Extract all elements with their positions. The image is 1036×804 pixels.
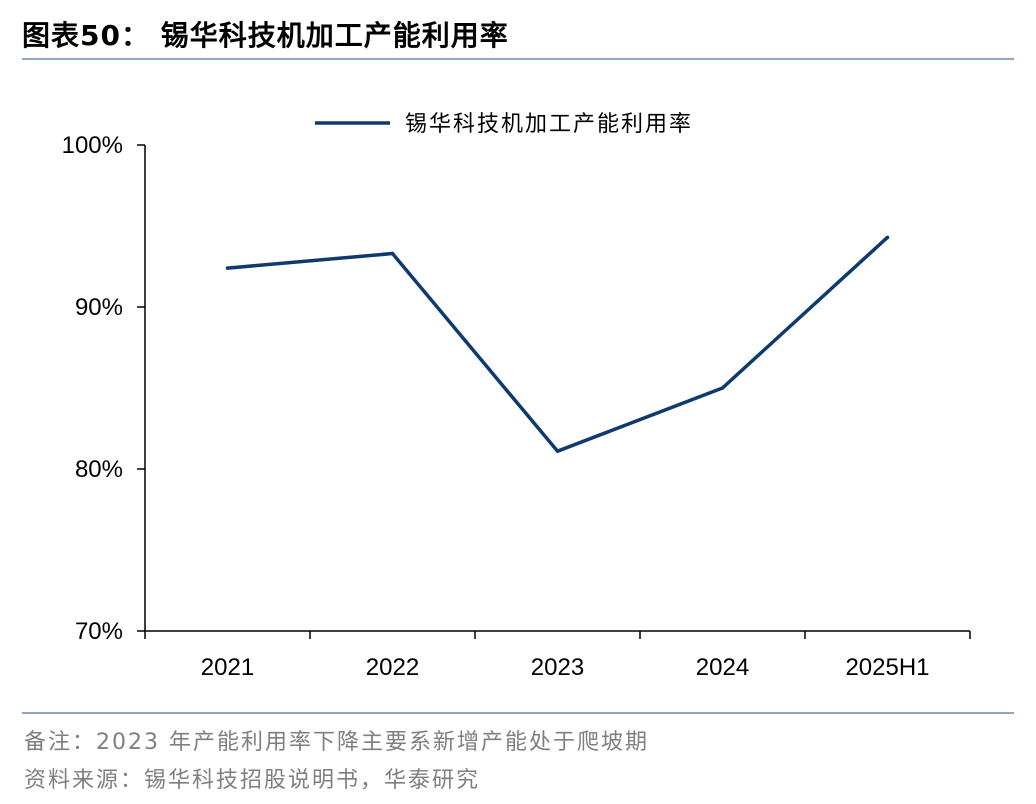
title-divider [22, 58, 1014, 60]
y-tick-label: 70% [75, 618, 123, 645]
x-tick-label: 2021 [201, 654, 254, 681]
footer-divider [22, 712, 1014, 714]
chart-source: 资料来源：锡华科技招股说明书，华泰研究 [24, 768, 481, 793]
figure-title: 图表50： 锡华科技机加工产能利用率 [22, 19, 509, 52]
data-point [885, 235, 890, 240]
chart-note: 备注：2023 年产能利用率下降主要系新增产能处于爬坡期 [24, 730, 649, 755]
data-point [720, 386, 725, 390]
x-tick-label: 2022 [366, 654, 419, 681]
y-tick-label: 80% [75, 456, 123, 483]
data-point [555, 449, 560, 453]
x-tick-label: 2023 [531, 654, 584, 681]
x-tick-label: 2024 [696, 654, 749, 681]
x-tick-label: 2025H1 [845, 654, 929, 681]
line-chart: 70% 80% 90% 100% 2021 2022 2023 2024 2025H1 锡华科技机… [62, 112, 971, 681]
data-point [225, 266, 230, 270]
series-line [227, 236, 889, 453]
data-point [390, 251, 395, 256]
y-tick-label: 90% [75, 294, 123, 321]
y-tick-label: 100% [62, 132, 123, 159]
legend-label: 锡华科技机加工产能利用率 [405, 112, 693, 137]
